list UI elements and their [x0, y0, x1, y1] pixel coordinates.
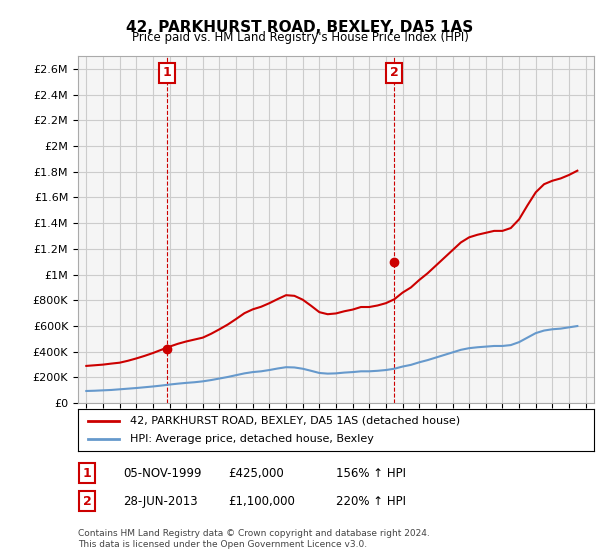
Text: Contains HM Land Registry data © Crown copyright and database right 2024.
This d: Contains HM Land Registry data © Crown c…: [78, 529, 430, 549]
Text: £1,100,000: £1,100,000: [228, 494, 295, 508]
Text: HPI: Average price, detached house, Bexley: HPI: Average price, detached house, Bexl…: [130, 434, 373, 444]
Text: 220% ↑ HPI: 220% ↑ HPI: [336, 494, 406, 508]
Text: Price paid vs. HM Land Registry's House Price Index (HPI): Price paid vs. HM Land Registry's House …: [131, 31, 469, 44]
Text: 1: 1: [83, 466, 91, 480]
Text: 42, PARKHURST ROAD, BEXLEY, DA5 1AS: 42, PARKHURST ROAD, BEXLEY, DA5 1AS: [127, 20, 473, 35]
Text: 1: 1: [163, 67, 172, 80]
Text: 2: 2: [390, 67, 398, 80]
Text: £425,000: £425,000: [228, 466, 284, 480]
Text: 42, PARKHURST ROAD, BEXLEY, DA5 1AS (detached house): 42, PARKHURST ROAD, BEXLEY, DA5 1AS (det…: [130, 416, 460, 426]
Text: 28-JUN-2013: 28-JUN-2013: [123, 494, 197, 508]
Text: 05-NOV-1999: 05-NOV-1999: [123, 466, 202, 480]
Text: 2: 2: [83, 494, 91, 508]
Text: 156% ↑ HPI: 156% ↑ HPI: [336, 466, 406, 480]
